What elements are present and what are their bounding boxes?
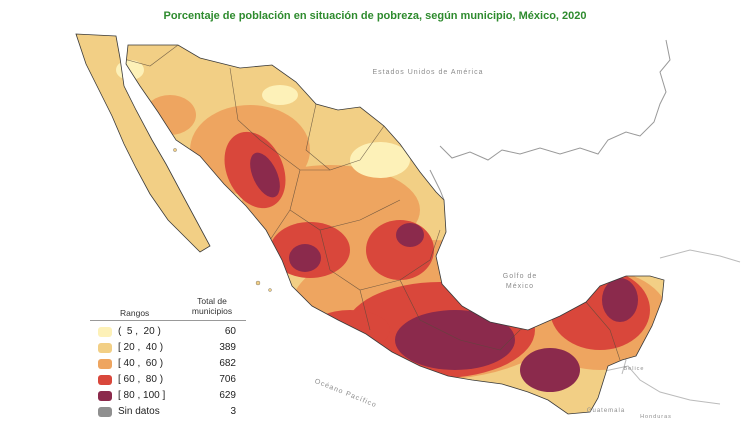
legend-count: 389 <box>219 342 236 353</box>
pacific-label: Océano Pacífico <box>313 378 377 409</box>
belice-label: Belice <box>624 366 645 372</box>
legend-total-header: Total de municipios <box>186 296 238 316</box>
legend-swatch <box>98 359 112 369</box>
legend-total-header-line2: municipios <box>191 306 233 316</box>
legend-item: ( 5 , 20 ) 60 <box>98 326 248 340</box>
legend-item: Sin datos 3 <box>98 406 248 420</box>
legend-swatch <box>98 343 112 353</box>
legend-swatch <box>98 391 112 401</box>
legend-count: 629 <box>219 390 236 401</box>
legend-swatch <box>98 327 112 337</box>
legend-range-label: Sin datos <box>118 406 160 417</box>
legend-total-header-line1: Total de <box>197 296 227 306</box>
legend-item: [ 40 , 60 ) 682 <box>98 358 248 372</box>
legend-range-label: [ 60 , 80 ) <box>118 374 164 385</box>
legend-count: 60 <box>224 326 236 337</box>
legend-count: 3 <box>230 406 236 417</box>
gulf-label-line1: Golfo de <box>503 273 537 280</box>
legend-range-label: ( 5 , 20 ) <box>118 326 161 337</box>
legend-range-label: [ 80 , 100 ] <box>118 390 166 401</box>
gulf-label-line2: México <box>506 283 534 290</box>
legend-range-label: [ 20 , 40 ) <box>118 342 164 353</box>
legend-item: [ 20 , 40 ) 389 <box>98 342 248 356</box>
legend-divider <box>90 320 246 321</box>
legend-item: [ 60 , 80 ) 706 <box>98 374 248 388</box>
honduras-label: Honduras <box>640 414 672 420</box>
usa-label: Estados Unidos de América <box>373 69 484 76</box>
legend-range-label: [ 40 , 60 ) <box>118 358 164 369</box>
map-title: Porcentaje de población en situación de … <box>163 10 587 22</box>
legend-ranges-header: Rangos <box>120 308 150 318</box>
guatemala-label: Guatemala <box>587 408 625 414</box>
legend-swatch <box>98 407 112 417</box>
legend-item: [ 80 , 100 ] 629 <box>98 390 248 404</box>
legend-count: 706 <box>219 374 236 385</box>
legend-swatch <box>98 375 112 385</box>
legend-count: 682 <box>219 358 236 369</box>
